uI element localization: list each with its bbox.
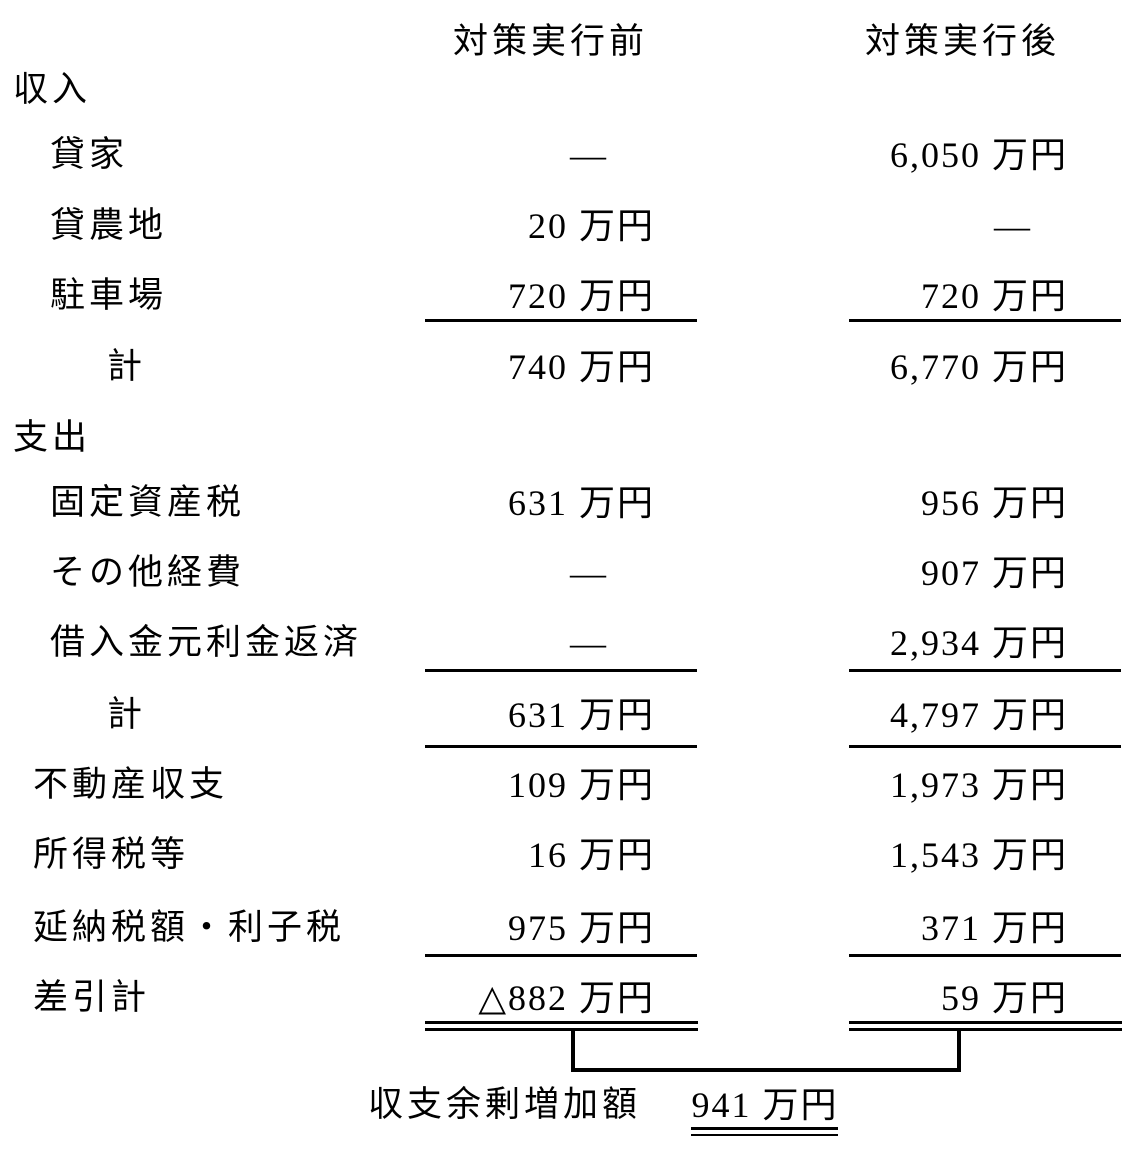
- table-row: 所得税等 16 万円 1,543 万円: [0, 833, 1142, 877]
- col-header-before: 対策実行前: [453, 22, 649, 61]
- value-text: 109 万円: [507, 765, 655, 805]
- value-text: 1,543 万円: [889, 835, 1068, 875]
- row-label: 不動産収支: [33, 765, 229, 804]
- value-text: 720 万円: [920, 276, 1068, 316]
- total-rule-before: [425, 745, 697, 748]
- row-label: 所得税等: [33, 835, 190, 874]
- value-after: 2,934 万円: [849, 621, 1121, 665]
- summary-value: 941 万円: [691, 1085, 839, 1125]
- net-rule-before: [425, 954, 697, 957]
- table-row: 貸農地 20 万円 —: [0, 204, 1142, 248]
- value-text: 1,973 万円: [889, 765, 1068, 805]
- value-before: —: [425, 133, 697, 177]
- value-before: 16 万円: [425, 833, 697, 877]
- value-text: —: [570, 623, 608, 663]
- table-row: 借入金元利金返済 — 2,934 万円: [0, 621, 1142, 665]
- value-text: 956 万円: [920, 483, 1068, 523]
- double-rule-after: [849, 1021, 1122, 1031]
- value-before: —: [425, 621, 697, 665]
- value-text: 6,050 万円: [889, 135, 1068, 175]
- total-rule-after: [849, 745, 1121, 748]
- value-text: 59 万円: [940, 978, 1068, 1018]
- row-label: 貸農地: [50, 206, 168, 245]
- value-text: 2,934 万円: [889, 623, 1068, 663]
- value-text: △882 万円: [478, 978, 655, 1018]
- value-after: 6,770 万円: [849, 345, 1121, 389]
- row-label: 延納税額・利子税: [33, 908, 346, 947]
- value-text: —: [570, 135, 608, 175]
- value-text: 631 万円: [507, 483, 655, 523]
- value-text: 4,797 万円: [889, 695, 1068, 735]
- summary-double-underline: [691, 1127, 838, 1136]
- col-header-after: 対策実行後: [865, 22, 1061, 61]
- value-text: 720 万円: [507, 276, 655, 316]
- value-after: 59 万円: [849, 976, 1121, 1020]
- value-before: 975 万円: [425, 906, 697, 950]
- value-text: 371 万円: [920, 908, 1068, 948]
- row-label: 借入金元利金返済: [50, 623, 363, 662]
- sum-rule-income-before: [425, 319, 697, 322]
- value-before: —: [425, 551, 697, 595]
- table-row-income-total: 計 740 万円 6,770 万円: [0, 345, 1142, 389]
- table-row-net-total: 差引計 △882 万円 59 万円: [0, 976, 1142, 1020]
- value-after: 720 万円: [849, 274, 1121, 318]
- value-text: 6,770 万円: [889, 347, 1068, 387]
- table-row-income-section: 収入: [0, 68, 1142, 112]
- table-row: その他経費 — 907 万円: [0, 551, 1142, 595]
- row-label: 計: [107, 695, 147, 734]
- value-text: 631 万円: [507, 695, 655, 735]
- summary-label: 収支余剰増加額: [368, 1085, 642, 1124]
- value-after: —: [849, 204, 1121, 248]
- value-after: 1,543 万円: [849, 833, 1121, 877]
- value-before: 740 万円: [425, 345, 697, 389]
- value-after: 4,797 万円: [849, 693, 1121, 737]
- sum-rule-expense-after: [849, 669, 1121, 672]
- value-after: 371 万円: [849, 906, 1121, 950]
- sum-rule-income-after: [849, 319, 1121, 322]
- value-after: 956 万円: [849, 481, 1121, 525]
- row-label: 差引計: [33, 978, 151, 1017]
- double-rule-before: [425, 1021, 698, 1031]
- table-row: 延納税額・利子税 975 万円 371 万円: [0, 906, 1142, 950]
- value-before: 631 万円: [425, 481, 697, 525]
- table-row: 駐車場 720 万円 720 万円: [0, 274, 1142, 318]
- value-after: 1,973 万円: [849, 763, 1121, 807]
- table-row-expense-section: 支出: [0, 416, 1142, 460]
- section-label: 収入: [13, 70, 92, 109]
- table-row-expense-total: 計 631 万円 4,797 万円: [0, 693, 1142, 737]
- row-label: 貸家: [50, 135, 129, 174]
- value-before: 720 万円: [425, 274, 697, 318]
- row-label: 固定資産税: [50, 483, 246, 522]
- value-text: 907 万円: [920, 553, 1068, 593]
- value-before: △882 万円: [425, 976, 697, 1020]
- value-text: 740 万円: [507, 347, 655, 387]
- table-row: 不動産収支 109 万円 1,973 万円: [0, 763, 1142, 807]
- column-connector-bracket: [571, 1031, 961, 1072]
- value-text: 20 万円: [527, 206, 655, 246]
- value-before: 631 万円: [425, 693, 697, 737]
- table-row: 固定資産税 631 万円 956 万円: [0, 481, 1142, 525]
- row-label: 駐車場: [50, 276, 168, 315]
- sum-rule-expense-before: [425, 669, 697, 672]
- row-label: その他経費: [50, 553, 246, 592]
- section-label: 支出: [13, 418, 92, 457]
- value-text: —: [994, 206, 1032, 246]
- value-text: —: [570, 553, 608, 593]
- value-after: 6,050 万円: [849, 133, 1121, 177]
- table-row: 貸家 — 6,050 万円: [0, 133, 1142, 177]
- value-after: 907 万円: [849, 551, 1121, 595]
- net-rule-after: [849, 954, 1121, 957]
- value-text: 16 万円: [527, 835, 655, 875]
- value-before: 109 万円: [425, 763, 697, 807]
- value-text: 975 万円: [507, 908, 655, 948]
- row-label: 計: [107, 347, 147, 386]
- value-before: 20 万円: [425, 204, 697, 248]
